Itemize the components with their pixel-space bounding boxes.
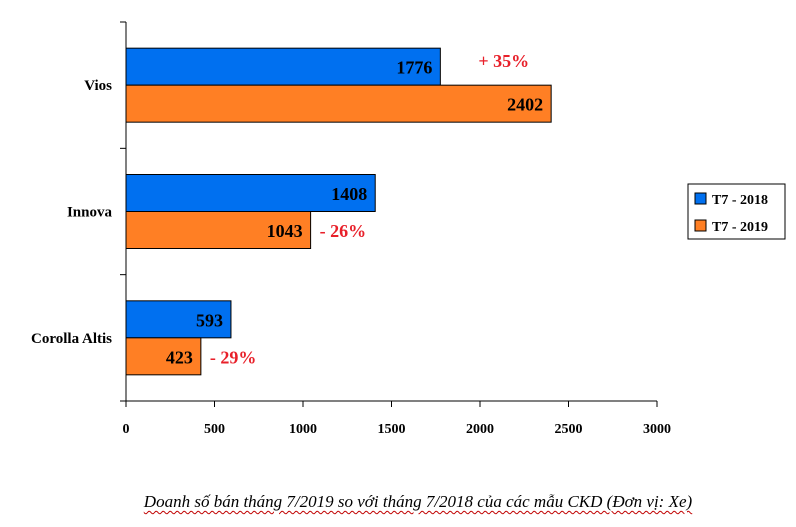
x-tick-label: 500 [204,422,225,437]
data-label: 1408 [331,184,367,204]
data-label: 2402 [507,95,543,115]
chart-caption: Doanh số bán tháng 7/2019 so với tháng 7… [143,492,693,511]
data-label: 1776 [396,58,432,78]
x-tick-label: 2500 [555,422,583,437]
bar [125,211,312,249]
x-tick-label: 1500 [378,422,406,437]
bar [125,84,552,123]
data-label: 423 [166,347,193,367]
change-label: - 29% [210,347,257,367]
category-label: Corolla Altis [31,331,112,347]
bar [125,47,441,86]
x-tick-label: 3000 [643,422,671,437]
bar [125,300,232,339]
legend-label: T7 - 2019 [712,220,768,235]
x-tick-label: 2000 [466,422,494,437]
legend-swatch [694,219,707,232]
category-label: Innova [67,205,113,221]
x-tick-label: 1000 [289,422,317,437]
change-label: - 26% [320,221,367,241]
x-tick-label: 0 [123,422,130,437]
bar [125,174,376,212]
legend-swatch [694,192,707,205]
bar [125,337,202,376]
data-label: 1043 [267,221,303,241]
data-label: 593 [196,310,223,330]
change-label: + 35% [478,51,529,71]
legend-label: T7 - 2018 [712,193,768,208]
category-label: Vios [84,78,112,94]
